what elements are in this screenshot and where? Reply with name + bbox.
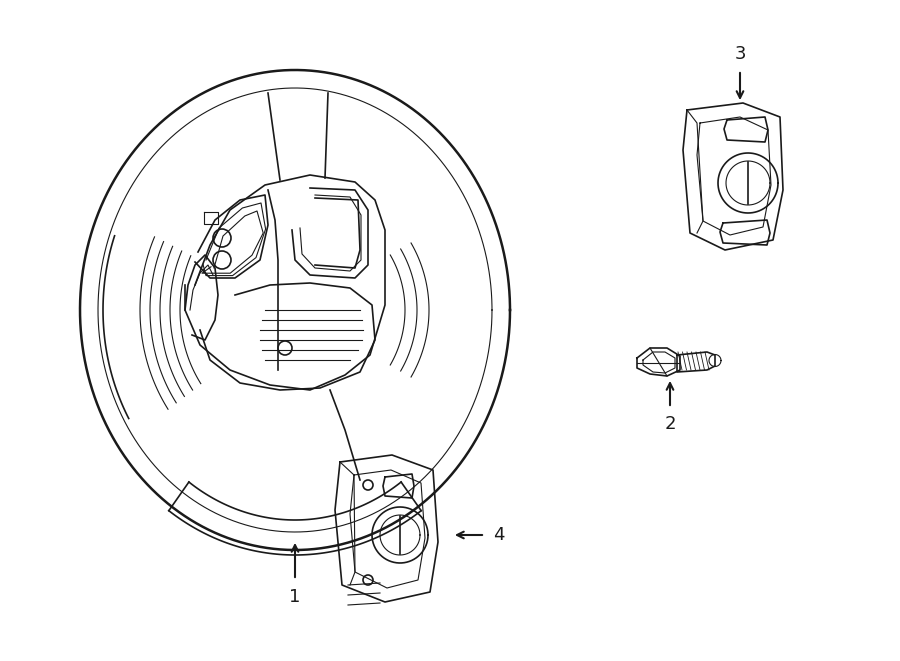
Text: 4: 4 bbox=[493, 526, 505, 544]
Text: 1: 1 bbox=[289, 588, 301, 606]
Text: 2: 2 bbox=[664, 415, 676, 433]
Text: 3: 3 bbox=[734, 45, 746, 63]
